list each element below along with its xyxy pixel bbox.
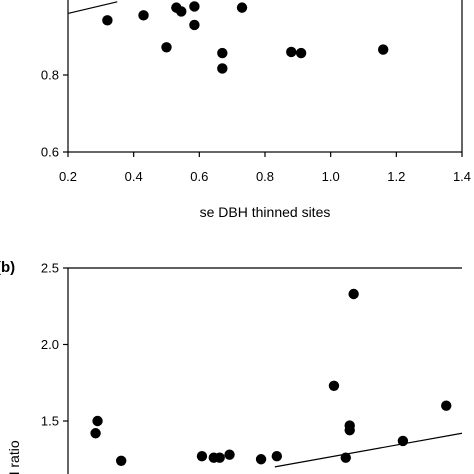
y-tick-label-a: 0.8 [41, 68, 59, 83]
data-point-b [348, 288, 359, 300]
data-point-b [397, 435, 409, 447]
x-tick-label-a: 0.8 [256, 169, 274, 184]
data-point-b [214, 452, 225, 463]
x-tick-label-a: 0.4 [125, 169, 143, 184]
data-point-a [378, 44, 389, 55]
panel-b: (b) 1.5 2.0 2.5 …H ratio [0, 259, 463, 474]
plot-frame-a [67, 0, 463, 153]
data-point-b [90, 428, 101, 439]
data-point-b [340, 452, 351, 463]
data-point-b [224, 449, 235, 460]
data-point-b [255, 454, 267, 465]
data-point-a [295, 47, 307, 59]
data-point-b [196, 450, 208, 462]
data-point-a [189, 19, 200, 31]
x-tick-label-a: 0.2 [59, 169, 77, 184]
data-point-b [92, 415, 103, 427]
y-axis-label-b: …H ratio [6, 440, 22, 474]
data-point-a [102, 15, 113, 26]
data-point-a [236, 2, 248, 13]
x-tick-label-a: 1.0 [322, 169, 340, 184]
data-point-a [217, 63, 228, 74]
data-point-b [328, 380, 340, 392]
data-point-a [161, 42, 172, 53]
data-point-a [286, 46, 297, 58]
y-tick-label-b: 1.5 [41, 414, 59, 429]
x-axis-label-a: se DBH thinned sites [200, 204, 331, 220]
data-point-a [217, 47, 228, 59]
trend-line-b [274, 432, 463, 468]
panel-a: 0.2 0.4 0.6 0.8 1.0 1.2 1.4 0.6 0.8 se DBH thinn… [41, 0, 471, 220]
y-tick-label-a: 0.6 [41, 145, 59, 160]
data-point-b [441, 400, 452, 411]
x-tick-label-a: 1.4 [453, 169, 471, 184]
data-point-a [138, 10, 149, 21]
data-point-b [344, 424, 355, 436]
panel-label-b: (b) [0, 259, 15, 276]
y-tick-label-b: 2.5 [41, 261, 59, 276]
data-point-b [271, 450, 283, 462]
x-tick-label-a: 0.6 [190, 169, 208, 184]
y-tick-label-b: 2.0 [41, 337, 59, 352]
trend-line-a [67, 1, 118, 14]
x-tick-label-a: 1.2 [387, 169, 405, 184]
data-point-a [176, 6, 187, 17]
data-point-b [115, 455, 127, 466]
data-point-a [189, 1, 200, 12]
